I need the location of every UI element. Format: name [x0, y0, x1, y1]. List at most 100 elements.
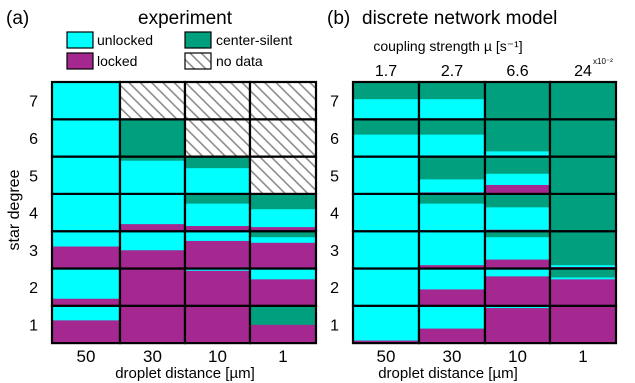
cell-6-1: [248, 118, 318, 158]
segment-locked: [250, 242, 316, 269]
cell-border: [248, 80, 318, 121]
cell-2-1: [548, 267, 618, 307]
no-data-cell: [120, 82, 185, 120]
segment-unlocked: [52, 193, 120, 232]
cell-1-10: [483, 304, 552, 345]
cell-1-30: [417, 304, 487, 345]
segment-locked: [120, 223, 185, 232]
no-data-cell: [250, 156, 316, 194]
cell-5-50: [50, 155, 122, 196]
segment-unlocked: [485, 206, 550, 230]
y-tick-label: 5: [330, 168, 339, 185]
cell-1-1: [548, 304, 618, 345]
segment-unlocked: [419, 231, 485, 266]
legend-swatch-no-data: [184, 52, 212, 70]
cell-2-50: [351, 267, 421, 307]
cell-1-1: [248, 304, 318, 345]
y-tick-label: 3: [29, 243, 38, 260]
segment-center-silent: [550, 82, 616, 120]
segment-unlocked: [250, 208, 316, 228]
segment-center-silent: [550, 231, 616, 266]
cell-4-1: [548, 192, 618, 233]
segment-unlocked: [185, 203, 250, 227]
segment-unlocked: [353, 98, 419, 120]
cell-5-50: [351, 155, 421, 196]
cell-7-50: [351, 80, 421, 121]
y-tick-label: 6: [330, 131, 339, 148]
segment-center-silent: [419, 82, 485, 100]
segment-center-silent: [185, 156, 250, 169]
y-tick-label: 4: [29, 206, 38, 223]
cell-5-10: [483, 155, 552, 196]
cell-2-1: [248, 267, 318, 307]
segment-unlocked: [353, 268, 419, 307]
segment-center-silent: [250, 305, 316, 325]
segment-locked: [120, 249, 185, 269]
y-tick-label: 4: [330, 206, 339, 223]
segment-locked: [550, 305, 616, 344]
y-axis-label: star degree: [6, 169, 23, 250]
segment-locked: [485, 307, 550, 344]
segment-center-silent: [120, 156, 185, 161]
panel-b-label: (b): [327, 8, 350, 29]
segment-center-silent: [485, 82, 550, 120]
cell-3-30: [417, 230, 487, 270]
legend-label-no-data: no data: [216, 53, 263, 69]
legend-swatch-unlocked: [66, 31, 94, 49]
cell-2-50: [50, 267, 122, 307]
segment-unlocked: [485, 305, 550, 309]
segment-center-silent: [485, 119, 550, 152]
legend: unlocked locked center-silent no data: [66, 31, 292, 70]
segment-locked: [485, 259, 550, 269]
segment-center-silent: [120, 119, 185, 157]
segment-unlocked: [353, 231, 419, 269]
segment-locked: [185, 225, 250, 232]
cell-3-10: [183, 230, 252, 270]
top-tick-label: 1.7: [375, 63, 397, 80]
cell-3-50: [50, 230, 122, 270]
segment-center-silent: [250, 193, 316, 210]
x-tick-label: 50: [77, 347, 96, 366]
cell-7-10: [183, 80, 252, 121]
legend-label-unlocked: unlocked: [97, 32, 153, 48]
cell-4-10: [183, 192, 252, 233]
cell-4-10: [483, 192, 552, 233]
cell-1-50: [50, 304, 122, 345]
segment-center-silent: [419, 119, 485, 135]
segment-unlocked: [353, 305, 419, 341]
segment-unlocked: [353, 156, 419, 195]
cell-border: [548, 80, 618, 121]
segment-center-silent: [353, 119, 419, 135]
segment-unlocked: [485, 151, 550, 157]
segment-center-silent: [550, 268, 616, 278]
legend-label-locked: locked: [97, 53, 137, 69]
segment-unlocked: [550, 277, 616, 280]
segment-unlocked: [419, 178, 485, 193]
no-data-cell: [250, 119, 316, 157]
cell-5-30: [118, 155, 187, 196]
segment-unlocked: [185, 167, 250, 195]
y-tick-label: 2: [29, 280, 38, 297]
cell-3-50: [351, 230, 421, 270]
segment-locked: [120, 268, 185, 307]
cell-2-10: [483, 267, 552, 307]
segment-unlocked: [419, 305, 485, 329]
x-tick-label: 10: [508, 347, 527, 366]
cell-6-30: [417, 118, 487, 158]
segment-unlocked: [120, 193, 185, 225]
segment-unlocked: [419, 98, 485, 120]
top-tick-label: 6.6: [506, 63, 528, 80]
panel-b-x-axis-label: droplet distance [µm]: [378, 365, 518, 382]
coupling-multiplier: x10⁻²: [593, 57, 613, 66]
cell-7-1: [548, 80, 618, 121]
segment-locked: [550, 278, 616, 307]
segment-unlocked: [120, 160, 185, 195]
segment-locked: [485, 275, 550, 307]
cell-7-30: [118, 80, 187, 121]
no-data-cell: [250, 82, 316, 120]
cell-4-50: [351, 192, 421, 233]
cell-6-1: [548, 118, 618, 158]
legend-swatch-locked: [66, 52, 94, 70]
y-tick-label: 6: [29, 131, 38, 148]
